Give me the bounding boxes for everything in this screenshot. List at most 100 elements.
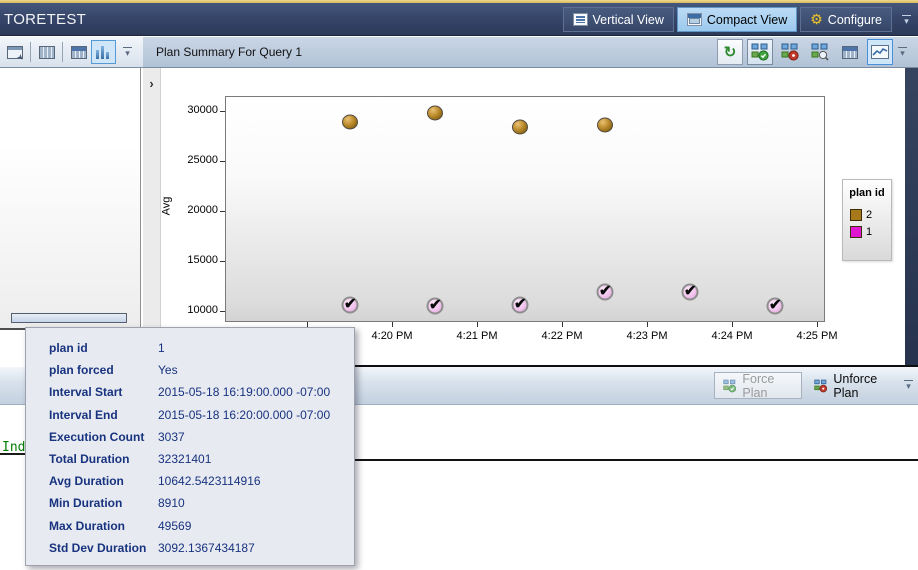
titlebar: TORETEST Vertical View Compact View ⚙ Co… xyxy=(0,3,918,36)
forced-plan-check-icon: ✔ xyxy=(514,295,527,313)
tooltip-field-label: Min Duration xyxy=(49,496,123,511)
legend-title: plan id xyxy=(849,187,885,199)
data-point-plan-2[interactable] xyxy=(596,117,613,133)
tooltip-field-value: 1 xyxy=(158,341,165,355)
tooltip-field-value: 2015-05-18 16:19:00.000 -07:00 xyxy=(158,385,331,400)
refresh-button[interactable]: ↻ xyxy=(717,39,743,65)
legend-swatch xyxy=(850,209,862,221)
pane-divider xyxy=(350,459,918,461)
compare-plans-button[interactable] xyxy=(807,39,833,65)
tooltip-field-value: 3092.1367434187 xyxy=(158,540,255,555)
unforce-plan-icon xyxy=(814,379,828,392)
chart-legend: plan id 2 1 xyxy=(842,179,892,261)
configure-button[interactable]: ⚙ Configure xyxy=(800,7,892,32)
line-chart-icon xyxy=(871,45,889,59)
data-point-plan-2[interactable] xyxy=(341,114,358,130)
data-point-plan-1[interactable]: ✔ xyxy=(426,297,443,315)
y-axis-tick-label: 25000 xyxy=(187,154,218,166)
results-chart-button[interactable] xyxy=(867,39,893,65)
legend-swatch xyxy=(850,226,862,238)
results-grid-button[interactable] xyxy=(837,39,863,65)
tooltip-row: Execution Count 3037 xyxy=(49,430,354,452)
legend-entry: 1 xyxy=(850,226,891,238)
refresh-icon: ↻ xyxy=(723,44,737,61)
grid-icon xyxy=(842,45,858,59)
legend-entry: 2 xyxy=(850,209,891,221)
window-top-accent xyxy=(0,0,918,3)
x-axis-tick xyxy=(392,322,393,327)
pane-divider xyxy=(143,365,918,367)
x-axis-tick-label: 4:24 PM xyxy=(711,330,753,342)
data-point-plan-2[interactable] xyxy=(426,105,443,121)
forced-plan-check-icon: ✔ xyxy=(344,295,357,313)
data-point-plan-1[interactable]: ✔ xyxy=(766,297,783,315)
data-point-plan-2[interactable] xyxy=(511,119,528,135)
tooltip-field-value: 10642.5423114916 xyxy=(158,474,261,489)
compact-view-button[interactable]: Compact View xyxy=(676,7,798,32)
x-axis-tick-label: 4:21 PM xyxy=(456,330,498,342)
horizontal-scrollbar[interactable] xyxy=(11,313,127,323)
data-point-plan-1[interactable]: ✔ xyxy=(681,282,698,301)
tooltip-row: plan forced Yes xyxy=(49,363,354,385)
tooltip-field-value: Yes xyxy=(158,363,178,378)
vertical-view-button[interactable]: Vertical View xyxy=(562,7,674,32)
tooltip-field-label: Total Duration xyxy=(49,451,130,466)
unforce-plan-label: Unforce Plan xyxy=(833,371,878,400)
tooltip-row: Std Dev Duration 3092.1367434187 xyxy=(49,541,354,563)
plan-summary-toolbar: ▾ Plan Summary For Query 1 ↻ xyxy=(0,37,918,68)
form-view-button[interactable] xyxy=(2,40,27,64)
tooltip-field-label: plan id xyxy=(49,341,88,355)
data-point-plan-1[interactable]: ✔ xyxy=(596,282,613,300)
forced-plan-check-icon: ✔ xyxy=(684,282,697,300)
unforce-plan-button[interactable]: Unforce Plan xyxy=(806,371,902,400)
y-axis-tick-label: 30000 xyxy=(187,104,218,116)
data-point-plan-1[interactable]: ✔ xyxy=(511,295,528,314)
y-axis-tick xyxy=(220,111,225,112)
tooltip-field-label: Interval Start xyxy=(49,385,123,400)
chart-view-button[interactable] xyxy=(91,40,116,64)
chart-pane-splitter[interactable]: › xyxy=(143,68,161,365)
tooltip-field-value: 8910 xyxy=(158,496,185,511)
force-toolbar-overflow-button[interactable]: ▾ xyxy=(903,380,914,391)
tooltip-field-label: Max Duration xyxy=(49,518,126,533)
y-axis-tick xyxy=(220,161,225,162)
query-results-pane xyxy=(0,68,141,330)
x-axis-tick-label: 4:25 PM xyxy=(796,330,838,342)
window-title: TORETEST xyxy=(4,11,87,28)
text-underline xyxy=(0,453,27,455)
configure-label: Configure xyxy=(827,12,882,27)
tooltip-row: Max Duration 49569 xyxy=(49,519,354,541)
plan-tooltip: plan id 1 plan forced Yes Interval Start 2015… xyxy=(25,327,355,566)
tooltip-row: plan id 1 xyxy=(49,341,354,363)
y-axis-tick-label: 20000 xyxy=(187,204,218,216)
plan-summary-overflow-button[interactable]: ▾ xyxy=(897,47,908,58)
x-axis-tick xyxy=(562,322,563,327)
grid-icon xyxy=(38,45,55,59)
x-axis-tick-label: 4:23 PM xyxy=(626,330,668,342)
toolbar-separator xyxy=(30,42,31,62)
data-point-plan-1[interactable]: ✔ xyxy=(341,295,358,314)
legend-label: 1 xyxy=(866,226,873,238)
table-view-button[interactable] xyxy=(66,40,91,64)
tooltip-row: Avg Duration 10642.5423114916 xyxy=(49,474,354,496)
y-axis-tick xyxy=(220,261,225,262)
tooltip-row: Interval End 2015-05-18 16:20:00.000 -07:… xyxy=(49,408,354,430)
plan-search-icon xyxy=(811,43,829,61)
window-background-strip xyxy=(905,68,918,365)
tooltip-row: Total Duration 32321401 xyxy=(49,452,354,474)
x-axis-tick xyxy=(477,322,478,327)
forced-plan-check-icon: ✔ xyxy=(599,282,612,299)
tooltip-field-value: 49569 xyxy=(158,518,192,533)
left-toolbar-overflow-button[interactable]: ▾ xyxy=(122,47,133,58)
unforce-plan-toggle-button[interactable] xyxy=(777,39,803,65)
grid-view-button[interactable] xyxy=(34,40,59,64)
x-axis-tick xyxy=(817,322,818,327)
force-plan-button[interactable]: Force Plan xyxy=(714,372,802,400)
force-plan-toggle-button[interactable] xyxy=(747,39,773,65)
y-axis-tick-label: 15000 xyxy=(187,254,218,266)
toolbar-separator xyxy=(62,42,63,62)
titlebar-overflow-button[interactable]: ▾ xyxy=(901,15,912,26)
tooltip-field-label: Execution Count xyxy=(49,429,145,444)
